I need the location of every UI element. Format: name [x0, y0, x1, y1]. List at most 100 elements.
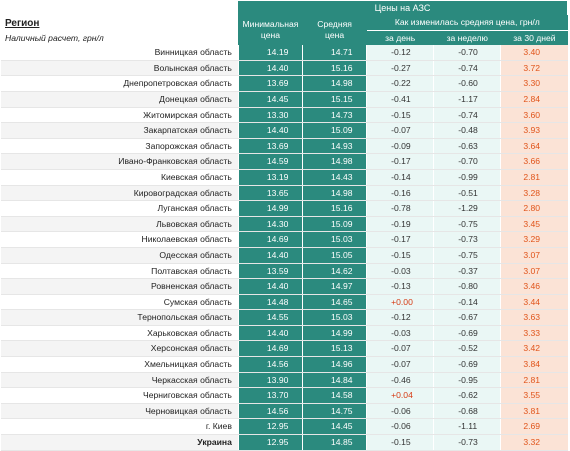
days30-change-cell: 3.84 — [500, 356, 568, 373]
min-price-cell: 13.69 — [237, 138, 303, 155]
week-change-cell: -0.70 — [433, 45, 501, 61]
week-change-cell: -0.37 — [433, 263, 501, 280]
day-change-cell: -0.07 — [366, 340, 434, 358]
min-price-cell: 14.99 — [237, 200, 303, 217]
day-change-cell: -0.15 — [366, 434, 434, 451]
day-change-cell: -0.12 — [366, 45, 434, 61]
table-row: Одесская область 14.40 15.05 -0.15 -0.75 3.07 — [1, 247, 568, 264]
table-row: Полтавская область 13.59 14.62 -0.03 -0.37 3.… — [1, 263, 568, 280]
min-price-cell: 12.95 — [237, 418, 303, 436]
min-price-cell: 14.69 — [237, 340, 303, 358]
days30-change-cell: 3.66 — [500, 153, 568, 170]
days30-change-cell: 2.81 — [500, 169, 568, 186]
min-price-cell: 14.55 — [237, 309, 303, 326]
avg-price-cell: 15.03 — [302, 309, 367, 326]
day-change-cell: -0.41 — [366, 91, 434, 108]
day-change-cell: -0.15 — [366, 247, 434, 264]
week-change-cell: -0.95 — [433, 372, 501, 389]
days30-change-cell: 2.81 — [500, 372, 568, 389]
avg-price-cell: 15.09 — [302, 122, 367, 139]
day-change-cell: -0.15 — [366, 107, 434, 124]
region-cell: Сумская область — [1, 294, 239, 311]
week-change-cell: -0.99 — [433, 169, 501, 186]
table-row: г. Киев 12.95 14.45 -0.06 -1.11 2.69 — [1, 418, 568, 436]
week-change-cell: -1.11 — [433, 418, 501, 436]
region-cell: Киевская область — [1, 169, 239, 186]
min-price-cell: 14.40 — [237, 278, 303, 295]
avg-price-cell: 14.65 — [302, 294, 367, 311]
day-change-cell: -0.14 — [366, 169, 434, 186]
day-change-cell: -0.06 — [366, 403, 434, 420]
week-change-cell: -0.74 — [433, 107, 501, 124]
avg-price-cell: 14.73 — [302, 107, 367, 124]
min-price-cell: 13.69 — [237, 75, 303, 92]
avg-price-cell: 14.71 — [302, 45, 367, 61]
table-row: Закарпатская область 14.40 15.09 -0.07 -0.48… — [1, 122, 568, 139]
days30-change-cell: 3.64 — [500, 138, 568, 155]
days30-header: за 30 дней — [500, 29, 568, 46]
table-row: Тернопольская область 14.55 15.03 -0.12 -0.6… — [1, 309, 568, 326]
avg-price-cell: 15.15 — [302, 91, 367, 108]
avg-price-cell: 14.98 — [302, 75, 367, 92]
day-change-cell: -0.07 — [366, 356, 434, 373]
avg-price-cell: 14.75 — [302, 403, 367, 420]
min-price-cell: 14.40 — [237, 122, 303, 139]
avg-price-cell: 14.85 — [302, 434, 367, 451]
day-change-cell: -0.19 — [366, 216, 434, 233]
min-price-header-line1: Минимальная — [242, 19, 299, 30]
week-change-cell: -0.60 — [433, 75, 501, 92]
min-price-cell: 13.65 — [237, 185, 303, 202]
week-change-cell: -0.73 — [433, 231, 501, 248]
days30-change-cell: 3.45 — [500, 216, 568, 233]
avg-price-cell: 14.99 — [302, 325, 367, 342]
region-cell: Волынская область — [1, 60, 239, 77]
week-header: за неделю — [433, 29, 501, 46]
week-change-cell: -0.67 — [433, 309, 501, 326]
region-cell: Запорожская область — [1, 138, 239, 155]
min-price-cell: 14.30 — [237, 216, 303, 233]
days30-change-cell: 3.33 — [500, 325, 568, 342]
days30-change-cell: 3.29 — [500, 231, 568, 248]
table-row: Черниговская область 13.70 14.58 +0.04 -0.62… — [1, 387, 568, 404]
week-change-cell: -0.75 — [433, 216, 501, 233]
table-row: Волынская область 14.40 15.16 -0.27 -0.74 3.7… — [1, 60, 568, 77]
table-row: Запорожская область 13.69 14.93 -0.09 -0.63 3… — [1, 138, 568, 155]
avg-price-cell: 14.93 — [302, 138, 367, 155]
min-price-cell: 13.19 — [237, 169, 303, 186]
avg-price-cell: 14.84 — [302, 372, 367, 389]
table-title: Цены на АЗС — [238, 1, 567, 15]
table-row: Черкасская область 13.90 14.84 -0.46 -0.95 2.… — [1, 372, 568, 389]
days30-change-cell: 2.84 — [500, 91, 568, 108]
avg-price-cell: 14.43 — [302, 169, 367, 186]
days30-change-cell: 3.07 — [500, 263, 568, 280]
days30-change-cell: 3.44 — [500, 294, 568, 311]
min-price-cell: 14.40 — [237, 325, 303, 342]
min-price-cell: 14.45 — [237, 91, 303, 108]
avg-price-header: Средняя цена — [302, 15, 367, 46]
region-cell: Житомирская область — [1, 107, 239, 124]
week-change-cell: -0.62 — [433, 387, 501, 404]
week-change-cell: -0.80 — [433, 278, 501, 295]
min-price-cell: 13.59 — [237, 263, 303, 280]
region-cell: Николаевская область — [1, 231, 239, 248]
avg-price-cell: 14.98 — [302, 153, 367, 170]
region-cell: Украина — [1, 434, 239, 451]
min-price-cell: 13.90 — [237, 372, 303, 389]
days30-change-cell: 3.30 — [500, 75, 568, 92]
week-change-cell: -0.48 — [433, 122, 501, 139]
day-change-cell: -0.78 — [366, 200, 434, 217]
table-row: Сумская область 14.48 14.65 +0.00 -0.14 3.44 — [1, 294, 568, 311]
payment-note: Наличный расчет, грн/л — [5, 33, 104, 43]
avg-price-cell: 15.16 — [302, 60, 367, 77]
min-price-cell: 14.40 — [237, 247, 303, 264]
table-row: Черновицкая область 14.56 14.75 -0.06 -0.68 3… — [1, 403, 568, 420]
region-cell: Черниговская область — [1, 387, 239, 404]
day-change-cell: -0.13 — [366, 278, 434, 295]
day-header: за день — [366, 29, 434, 46]
region-cell: г. Киев — [1, 418, 239, 436]
min-price-cell: 14.40 — [237, 60, 303, 77]
day-change-cell: -0.03 — [366, 263, 434, 280]
week-change-cell: -0.74 — [433, 60, 501, 77]
week-change-cell: -0.69 — [433, 325, 501, 342]
